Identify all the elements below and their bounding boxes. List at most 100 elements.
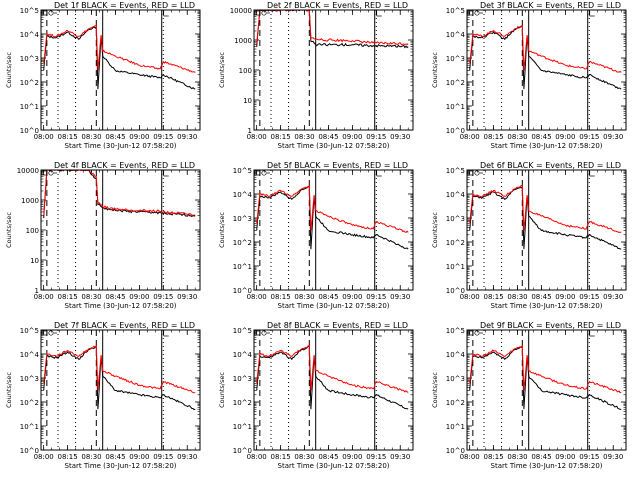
- x-axis-label: Start Time (30-Jun-12 07:58:20): [491, 142, 603, 150]
- detector-panel: Det 3f BLACK = Events, RED = LLD Counts/s…: [431, 1, 627, 150]
- y-tick-label: 10^2: [233, 239, 252, 247]
- y-tick-label: 10^3: [20, 55, 39, 63]
- x-tick-label: 08:00: [460, 293, 480, 301]
- plot-frame: [466, 9, 627, 131]
- x-tick-label: 08:15: [57, 453, 77, 461]
- x-tick-label: 09:15: [153, 133, 173, 141]
- y-tick-label: 10^1: [233, 423, 252, 431]
- plot-frame: [40, 9, 201, 131]
- detector-annotation-icon: [254, 170, 270, 176]
- y-tick-label: 10: [30, 257, 39, 265]
- y-tick-label: 10^2: [446, 399, 465, 407]
- y-tick-label: 10^4: [233, 191, 253, 199]
- y-axis-label: Counts/sec: [218, 372, 226, 408]
- lld-series-line: [256, 9, 409, 46]
- x-tick-label: 09:30: [177, 293, 197, 301]
- x-tick-label: 08:00: [460, 453, 480, 461]
- panel-title: Det 8f BLACK = Events, RED = LLD: [267, 321, 408, 330]
- x-tick-label: 08:15: [270, 453, 290, 461]
- x-tick-label: 08:15: [483, 133, 503, 141]
- panel-title: Det 9f BLACK = Events, RED = LLD: [480, 321, 621, 330]
- x-tick-label: 09:30: [177, 133, 197, 141]
- x-tick-label: 08:15: [270, 133, 290, 141]
- y-tick-label: 1000: [234, 37, 252, 45]
- plot-frame: [466, 169, 627, 291]
- y-tick-label: 10^5: [233, 327, 252, 335]
- plot-frame: [40, 169, 201, 291]
- y-tick-label: 1: [248, 127, 252, 135]
- x-tick-label: 09:00: [342, 133, 362, 141]
- events-series-line: [43, 346, 196, 411]
- x-tick-label: 09:30: [390, 133, 410, 141]
- x-tick-label: 08:45: [105, 293, 125, 301]
- y-tick-label: 10^1: [446, 263, 465, 271]
- x-tick-label: 08:00: [34, 453, 54, 461]
- detector-annotation-icon: [254, 10, 270, 16]
- x-tick-label: 09:15: [579, 453, 599, 461]
- plot-frame: [253, 329, 414, 451]
- panel-title: Det 3f BLACK = Events, RED = LLD: [480, 1, 621, 10]
- y-tick-label: 10^3: [446, 375, 465, 383]
- y-axis-label: Counts/sec: [218, 52, 226, 88]
- y-tick-label: 10^2: [233, 399, 252, 407]
- x-tick-label: 09:00: [342, 453, 362, 461]
- detector-annotation-icon: [467, 330, 483, 336]
- y-axis-label: Counts/sec: [218, 212, 226, 248]
- plot-frame: [253, 9, 414, 131]
- y-tick-label: 10^2: [20, 79, 39, 87]
- x-tick-label: 09:30: [390, 453, 410, 461]
- detector-annotation-icon: [163, 171, 169, 177]
- y-tick-label: 10^5: [446, 167, 465, 175]
- y-tick-label: 10^5: [20, 327, 39, 335]
- x-tick-label: 08:00: [34, 133, 54, 141]
- y-tick-label: 10^3: [446, 215, 465, 223]
- detector-annotation-icon: [589, 11, 595, 17]
- detector-panel: Det 8f BLACK = Events, RED = LLD Counts/s…: [218, 321, 414, 470]
- y-tick-label: 10^0: [446, 447, 465, 455]
- y-tick-label: 10^0: [446, 287, 465, 295]
- x-tick-label: 08:45: [531, 293, 551, 301]
- y-tick-label: 10^0: [233, 447, 252, 455]
- detector-panel: Det 6f BLACK = Events, RED = LLD Counts/s…: [431, 161, 627, 310]
- y-tick-label: 10^4: [446, 31, 466, 39]
- y-tick-label: 10^5: [446, 7, 465, 15]
- y-tick-label: 10000: [17, 167, 39, 175]
- x-tick-label: 08:15: [270, 293, 290, 301]
- y-tick-label: 10^3: [446, 55, 465, 63]
- x-tick-label: 09:00: [129, 133, 149, 141]
- x-tick-label: 08:45: [531, 133, 551, 141]
- x-tick-label: 09:15: [153, 453, 173, 461]
- y-tick-label: 10^0: [20, 127, 39, 135]
- x-tick-label: 09:15: [366, 133, 386, 141]
- y-axis-label: Counts/sec: [5, 52, 13, 88]
- detector-annotation-icon: [376, 171, 382, 177]
- y-tick-label: 100: [239, 67, 252, 75]
- y-tick-label: 10^3: [233, 215, 252, 223]
- detector-annotation-icon: [163, 11, 169, 17]
- detector-annotation-icon: [376, 331, 382, 337]
- panel-title: Det 6f BLACK = Events, RED = LLD: [480, 161, 621, 170]
- y-tick-label: 10^5: [446, 327, 465, 335]
- y-tick-label: 10^3: [233, 375, 252, 383]
- lld-series-line: [256, 345, 409, 393]
- panel-title: Det 7f BLACK = Events, RED = LLD: [54, 321, 195, 330]
- y-tick-label: 10^0: [446, 127, 465, 135]
- detector-annotation-icon: [376, 11, 382, 17]
- x-tick-label: 09:15: [153, 293, 173, 301]
- x-tick-label: 08:45: [318, 133, 338, 141]
- x-tick-label: 08:30: [294, 453, 314, 461]
- lld-series-line: [256, 185, 409, 233]
- x-tick-label: 08:15: [483, 453, 503, 461]
- y-tick-label: 10^1: [233, 263, 252, 271]
- detector-panel: Det 7f BLACK = Events, RED = LLD Counts/s…: [5, 321, 201, 470]
- x-axis-label: Start Time (30-Jun-12 07:58:20): [491, 302, 603, 310]
- detector-annotation-icon: [254, 330, 270, 336]
- x-tick-label: 08:00: [460, 133, 480, 141]
- lld-series-line: [43, 25, 196, 73]
- y-tick-label: 10^5: [233, 167, 252, 175]
- x-tick-label: 09:30: [603, 453, 623, 461]
- x-tick-label: 09:00: [129, 453, 149, 461]
- x-tick-label: 09:00: [555, 453, 575, 461]
- x-tick-label: 08:30: [507, 133, 527, 141]
